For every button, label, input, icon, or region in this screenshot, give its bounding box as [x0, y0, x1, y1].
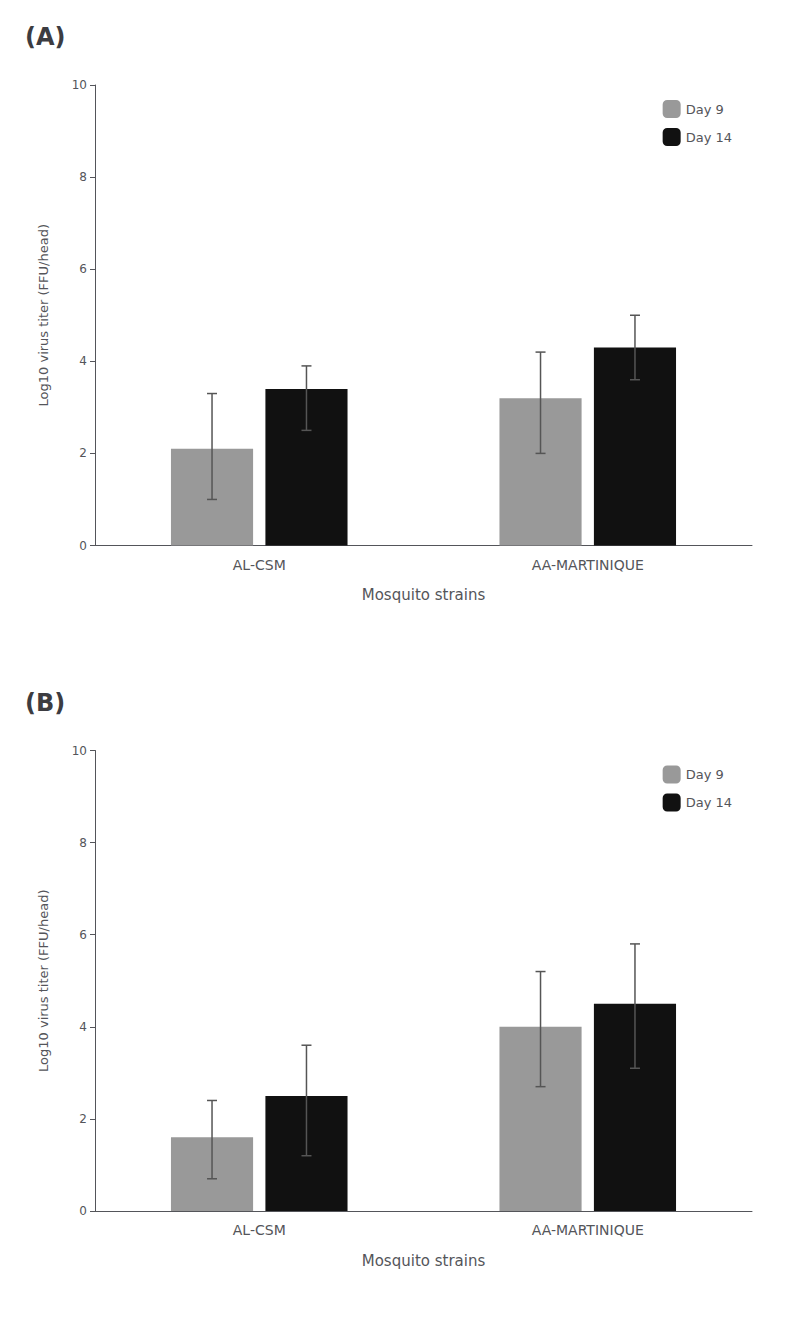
svg-text:AA-MARTINIQUE: AA-MARTINIQUE — [532, 1222, 644, 1238]
svg-text:Log10 virus titer (FFU/head): Log10 virus titer (FFU/head) — [36, 224, 51, 406]
svg-text:0: 0 — [79, 539, 87, 553]
svg-text:6: 6 — [79, 928, 87, 942]
svg-text:2: 2 — [79, 1112, 87, 1126]
svg-text:AL-CSM: AL-CSM — [233, 557, 286, 573]
svg-text:4: 4 — [79, 354, 87, 368]
svg-text:(A): (A) — [25, 23, 66, 51]
svg-text:10: 10 — [72, 744, 87, 758]
svg-text:6: 6 — [79, 262, 87, 276]
svg-text:2: 2 — [79, 446, 87, 460]
svg-text:(B): (B) — [25, 689, 65, 717]
svg-text:Log10 virus titer (FFU/head): Log10 virus titer (FFU/head) — [36, 890, 51, 1072]
svg-text:0: 0 — [79, 1204, 87, 1218]
svg-text:10: 10 — [72, 78, 87, 92]
svg-text:Day 14: Day 14 — [686, 795, 732, 810]
svg-text:Day 9: Day 9 — [686, 767, 724, 782]
svg-text:AL-CSM: AL-CSM — [233, 1222, 286, 1238]
svg-text:4: 4 — [79, 1020, 87, 1034]
svg-text:8: 8 — [79, 836, 87, 850]
svg-text:Day 9: Day 9 — [686, 102, 724, 117]
svg-text:8: 8 — [79, 170, 87, 184]
svg-text:Mosquito strains: Mosquito strains — [362, 1252, 486, 1270]
svg-text:AA-MARTINIQUE: AA-MARTINIQUE — [532, 557, 644, 573]
svg-text:Mosquito strains: Mosquito strains — [362, 586, 486, 604]
svg-text:Day 14: Day 14 — [686, 130, 732, 145]
